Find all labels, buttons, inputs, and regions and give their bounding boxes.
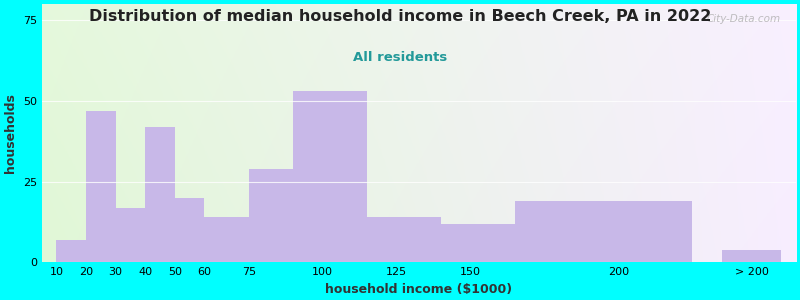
Bar [174,198,204,262]
Bar [116,208,146,262]
Bar [146,127,174,262]
Y-axis label: households: households [4,93,17,173]
Bar [86,111,116,262]
Bar [367,217,441,262]
Bar [441,224,515,262]
Text: City-Data.com: City-Data.com [706,14,781,25]
X-axis label: household income ($1000): household income ($1000) [326,283,512,296]
Bar [515,201,692,262]
Bar [722,250,781,262]
Bar [293,91,367,262]
Bar [57,240,86,262]
Bar [204,217,249,262]
Bar [249,169,293,262]
Text: Distribution of median household income in Beech Creek, PA in 2022: Distribution of median household income … [89,9,711,24]
Text: All residents: All residents [353,51,447,64]
